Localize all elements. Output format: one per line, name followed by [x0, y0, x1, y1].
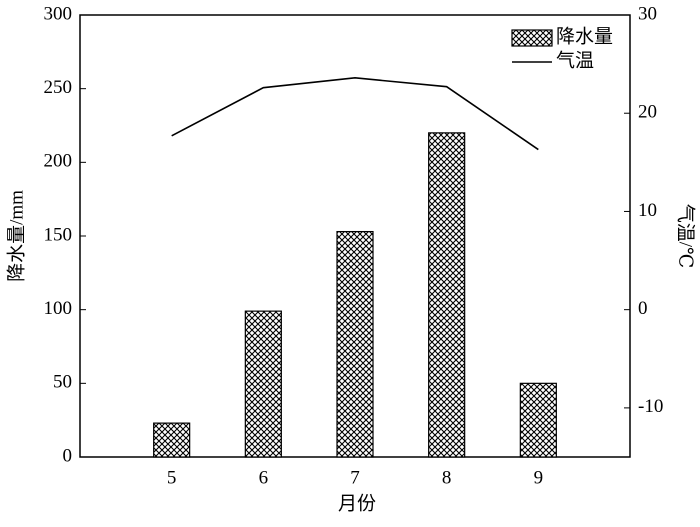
line — [171, 77, 539, 151]
y-tick-label: 250 — [44, 77, 73, 98]
y2-tick-label: 0 — [638, 298, 648, 319]
y-tick-label: 150 — [44, 224, 73, 245]
y-tick-label: 0 — [63, 445, 73, 466]
y2-tick-label: -10 — [638, 396, 663, 417]
y2-tick-label: 20 — [638, 102, 657, 123]
y2-tick-label: 30 — [638, 3, 657, 24]
legend-swatch — [511, 29, 553, 47]
y-axis-label: 降水量/mm — [5, 190, 27, 282]
y2-tick-label: 10 — [638, 200, 657, 221]
bar — [336, 230, 374, 458]
y2-axis-label: 气温/℃ — [675, 204, 697, 269]
x-tick-label: 7 — [350, 467, 360, 488]
bar — [519, 382, 557, 458]
y-tick-label: 50 — [53, 372, 72, 393]
x-tick-label: 5 — [167, 467, 177, 488]
bar — [428, 132, 466, 458]
x-tick-label: 6 — [259, 467, 269, 488]
bar — [153, 422, 191, 458]
x-tick-label: 8 — [442, 467, 452, 488]
x-tick-label: 9 — [534, 467, 544, 488]
legend-label: 气温 — [556, 49, 594, 71]
y-tick-label: 200 — [44, 151, 73, 172]
legend-label: 降水量 — [556, 25, 613, 47]
y-tick-label: 100 — [44, 298, 73, 319]
y-tick-label: 300 — [44, 3, 73, 24]
x-axis-label: 月份 — [338, 492, 376, 514]
bar — [244, 310, 282, 458]
